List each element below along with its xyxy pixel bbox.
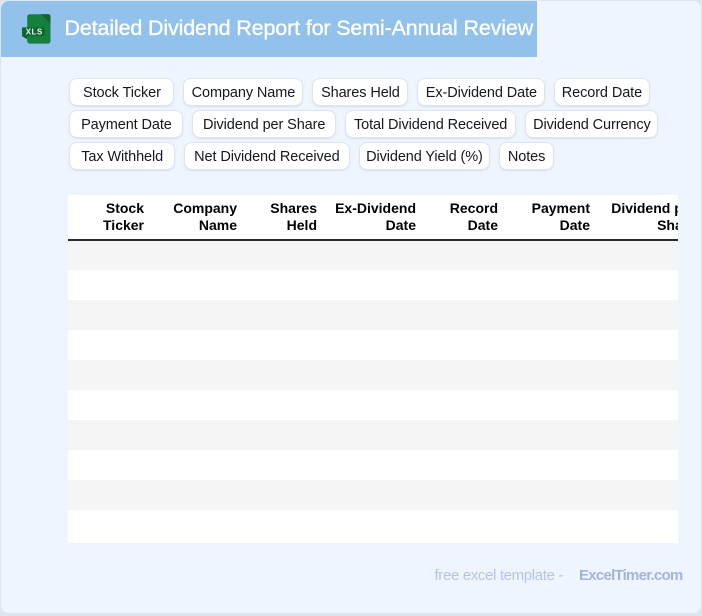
svg-text:XLS: XLS xyxy=(25,27,42,36)
